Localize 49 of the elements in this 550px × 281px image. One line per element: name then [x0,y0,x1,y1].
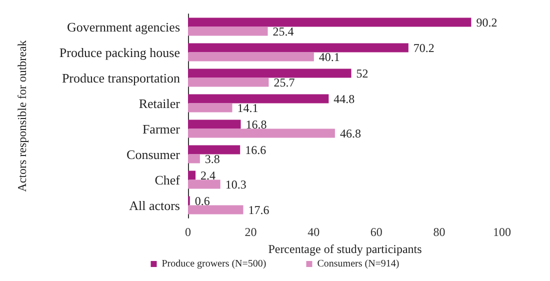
data-label: 40.1 [318,50,340,64]
y-tick-label: Farmer [142,121,181,136]
data-label: 16.6 [245,142,266,157]
y-tick-label: Consumer [126,146,181,162]
bar [188,18,472,27]
y-axis-title: Actors responsible for outbreak [15,40,29,192]
y-tick-label: All actors [129,198,180,213]
x-axis-title: Percentage of study participants [268,242,422,256]
bar [188,52,314,62]
data-label: 2.4 [200,168,216,182]
legend-label: Consumers (N=914) [317,258,400,270]
bar [188,145,240,154]
bar [188,205,244,214]
bar [188,128,335,138]
data-label: 52 [356,66,368,80]
bar [188,68,352,78]
data-label: 44.8 [334,92,355,106]
data-label: 46.8 [340,126,361,140]
legend-label: Produce growers (N=500) [162,258,266,270]
data-label: 3.8 [204,152,220,166]
x-tick-label: 0 [185,225,191,239]
bar [188,94,329,104]
bar [188,180,220,189]
x-tick-label: 100 [493,225,511,239]
y-tick-label: Produce packing house [59,44,180,60]
data-label: 25.4 [272,24,294,38]
bar [188,154,200,164]
x-tick-label: 60 [370,225,382,239]
bar [188,78,269,87]
bar [188,120,241,129]
bar [188,103,232,112]
data-label: 25.7 [274,75,295,90]
bar [188,43,408,52]
x-tick-label: 80 [433,225,446,239]
data-label: 10.3 [225,177,246,192]
y-tick-label: Produce transportation [62,70,180,86]
data-label: 0.6 [194,194,210,208]
bar [188,26,268,36]
y-tick-label: Retailer [138,96,181,111]
data-label: 14.1 [237,100,258,115]
data-label: 70.2 [413,40,434,55]
data-label: 90.2 [476,15,498,30]
data-label: 17.6 [248,202,270,217]
x-tick-label: 20 [244,225,257,239]
bar [188,170,196,180]
x-tick-label: 40 [308,225,320,239]
y-tick-label: Government agencies [67,19,180,34]
y-tick-label: Chef [154,172,181,188]
data-label: 16.8 [246,117,267,132]
